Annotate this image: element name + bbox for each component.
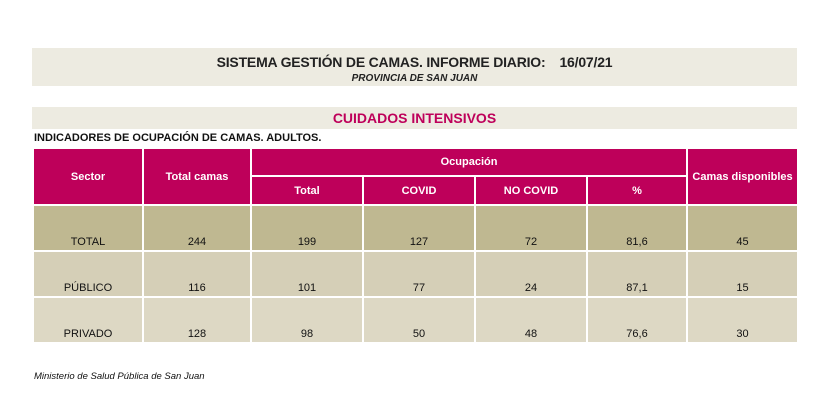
cell-disponibles: 45 bbox=[686, 204, 800, 252]
header-camas-disponibles: Camas disponibles bbox=[686, 147, 800, 206]
cell-total-camas: 128 bbox=[142, 296, 252, 344]
header-no-covid: NO COVID bbox=[474, 175, 588, 206]
cell-sector: PRIVADO bbox=[32, 296, 144, 344]
cell-pct: 87,1 bbox=[585, 250, 689, 298]
cell-pct: 81,6 bbox=[585, 204, 689, 252]
occupancy-table: Sector Total camas Ocupación Camas dispo… bbox=[32, 147, 800, 344]
table-row: PÚBLICO 116 101 77 24 87,1 15 bbox=[32, 250, 800, 298]
section-title: CUIDADOS INTENSIVOS bbox=[32, 107, 797, 129]
header-total-camas: Total camas bbox=[142, 147, 252, 206]
cell-ocup-total: 101 bbox=[250, 250, 364, 298]
cell-sector: TOTAL bbox=[32, 204, 144, 252]
report-subtitle: PROVINCIA DE SAN JUAN bbox=[351, 73, 478, 84]
report-header: SISTEMA GESTIÓN DE CAMAS. INFORME DIARIO… bbox=[32, 48, 797, 86]
cell-pct: 76,6 bbox=[585, 296, 689, 344]
header-sector: Sector bbox=[32, 147, 144, 206]
indicator-title: INDICADORES DE OCUPACIÓN DE CAMAS. ADULT… bbox=[34, 132, 322, 144]
cell-sector: PÚBLICO bbox=[32, 250, 144, 298]
header-covid: COVID bbox=[362, 175, 476, 206]
footer-source: Ministerio de Salud Pública de San Juan bbox=[34, 371, 205, 382]
cell-disponibles: 15 bbox=[686, 250, 800, 298]
title-text: SISTEMA GESTIÓN DE CAMAS. INFORME DIARIO… bbox=[216, 54, 546, 70]
header-ocupacion: Ocupación bbox=[249, 147, 689, 177]
cell-ocup-total: 98 bbox=[250, 296, 364, 344]
cell-covid: 127 bbox=[362, 204, 476, 252]
cell-total-camas: 244 bbox=[142, 204, 252, 252]
cell-no-covid: 48 bbox=[474, 296, 588, 344]
cell-covid: 50 bbox=[362, 296, 476, 344]
report-date: 16/07/21 bbox=[559, 54, 613, 70]
header-total: Total bbox=[250, 175, 364, 206]
cell-ocup-total: 199 bbox=[250, 204, 364, 252]
cell-no-covid: 72 bbox=[474, 204, 588, 252]
header-pct: % bbox=[585, 175, 689, 206]
report-title: SISTEMA GESTIÓN DE CAMAS. INFORME DIARIO… bbox=[32, 54, 797, 70]
cell-total-camas: 116 bbox=[142, 250, 252, 298]
table-row: TOTAL 244 199 127 72 81,6 45 bbox=[32, 204, 800, 252]
cell-no-covid: 24 bbox=[474, 250, 588, 298]
cell-disponibles: 30 bbox=[686, 296, 800, 344]
table-row: PRIVADO 128 98 50 48 76,6 30 bbox=[32, 296, 800, 344]
cell-covid: 77 bbox=[362, 250, 476, 298]
